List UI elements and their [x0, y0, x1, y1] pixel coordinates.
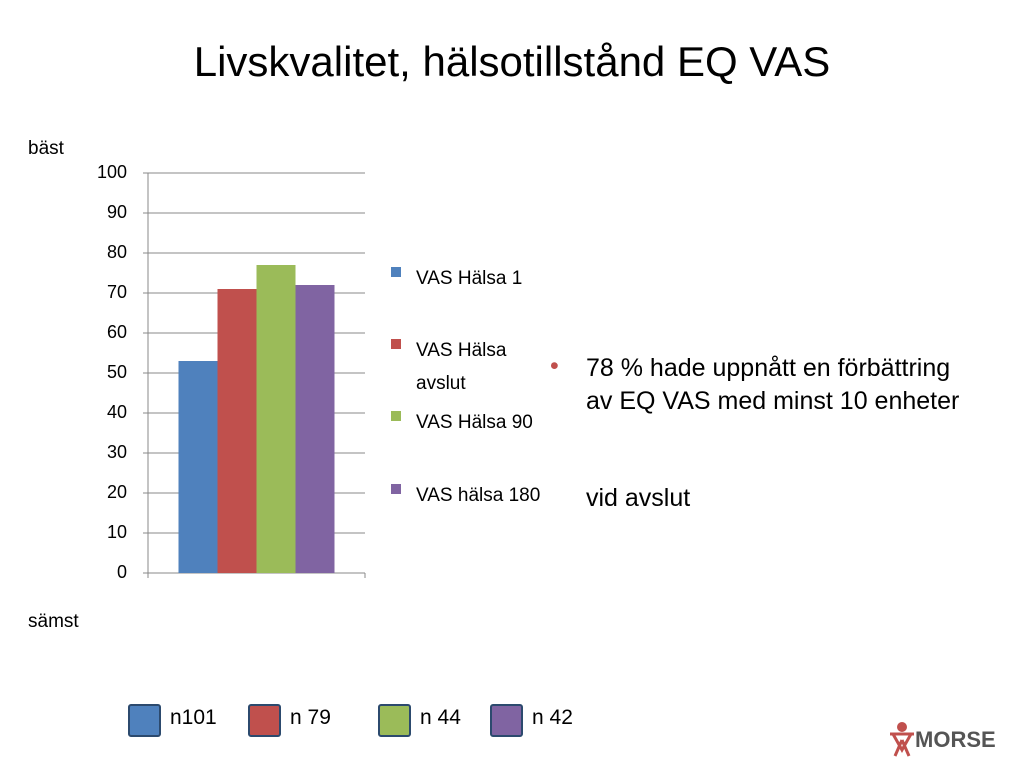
- y-top-label: bäst: [28, 138, 64, 159]
- legend-swatch: [391, 411, 401, 421]
- legend-label: VAS Hälsa avslut: [416, 340, 507, 394]
- legend-swatch: [391, 484, 401, 494]
- bar: [256, 265, 296, 573]
- sample-size-label: n 79: [290, 706, 331, 729]
- bar: [217, 289, 257, 573]
- legend-swatch: [391, 267, 401, 277]
- y-tick-label: 90: [107, 202, 127, 222]
- y-tick-label: 0: [117, 562, 127, 582]
- sample-size-label: n 42: [532, 706, 573, 729]
- sample-size-swatch: [378, 704, 411, 737]
- y-bottom-label: sämst: [28, 611, 79, 632]
- sample-size-swatch: [490, 704, 523, 737]
- y-tick-label: 20: [107, 482, 127, 502]
- bar: [295, 285, 335, 573]
- y-tick-label: 100: [97, 162, 127, 182]
- sample-size-swatch: [248, 704, 281, 737]
- y-tick-label: 80: [107, 242, 127, 262]
- y-tick-label: 40: [107, 402, 127, 422]
- legend-label: VAS Hälsa 90: [416, 412, 533, 433]
- logo-text: MORSE: [915, 727, 996, 752]
- bar: [178, 361, 218, 573]
- legend-label: VAS Hälsa 1: [416, 268, 523, 289]
- sample-size-label: n 44: [420, 706, 461, 729]
- sample-size-label: n101: [170, 706, 217, 729]
- bullet-text: 78 % hade uppnått en förbättring av EQ V…: [586, 354, 960, 415]
- bullet-continuation: vid avslut: [586, 484, 691, 512]
- y-tick-label: 50: [107, 362, 127, 382]
- bullet-dot: •: [550, 352, 559, 380]
- logo-icon: [890, 722, 914, 757]
- slide-title: Livskvalitet, hälsotillstånd EQ VAS: [193, 38, 831, 85]
- y-tick-label: 10: [107, 522, 127, 542]
- sample-size-swatch: [128, 704, 161, 737]
- y-tick-label: 30: [107, 442, 127, 462]
- y-tick-label: 70: [107, 282, 127, 302]
- legend-label: VAS hälsa 180: [416, 485, 541, 506]
- y-tick-label: 60: [107, 322, 127, 342]
- legend-swatch: [391, 339, 401, 349]
